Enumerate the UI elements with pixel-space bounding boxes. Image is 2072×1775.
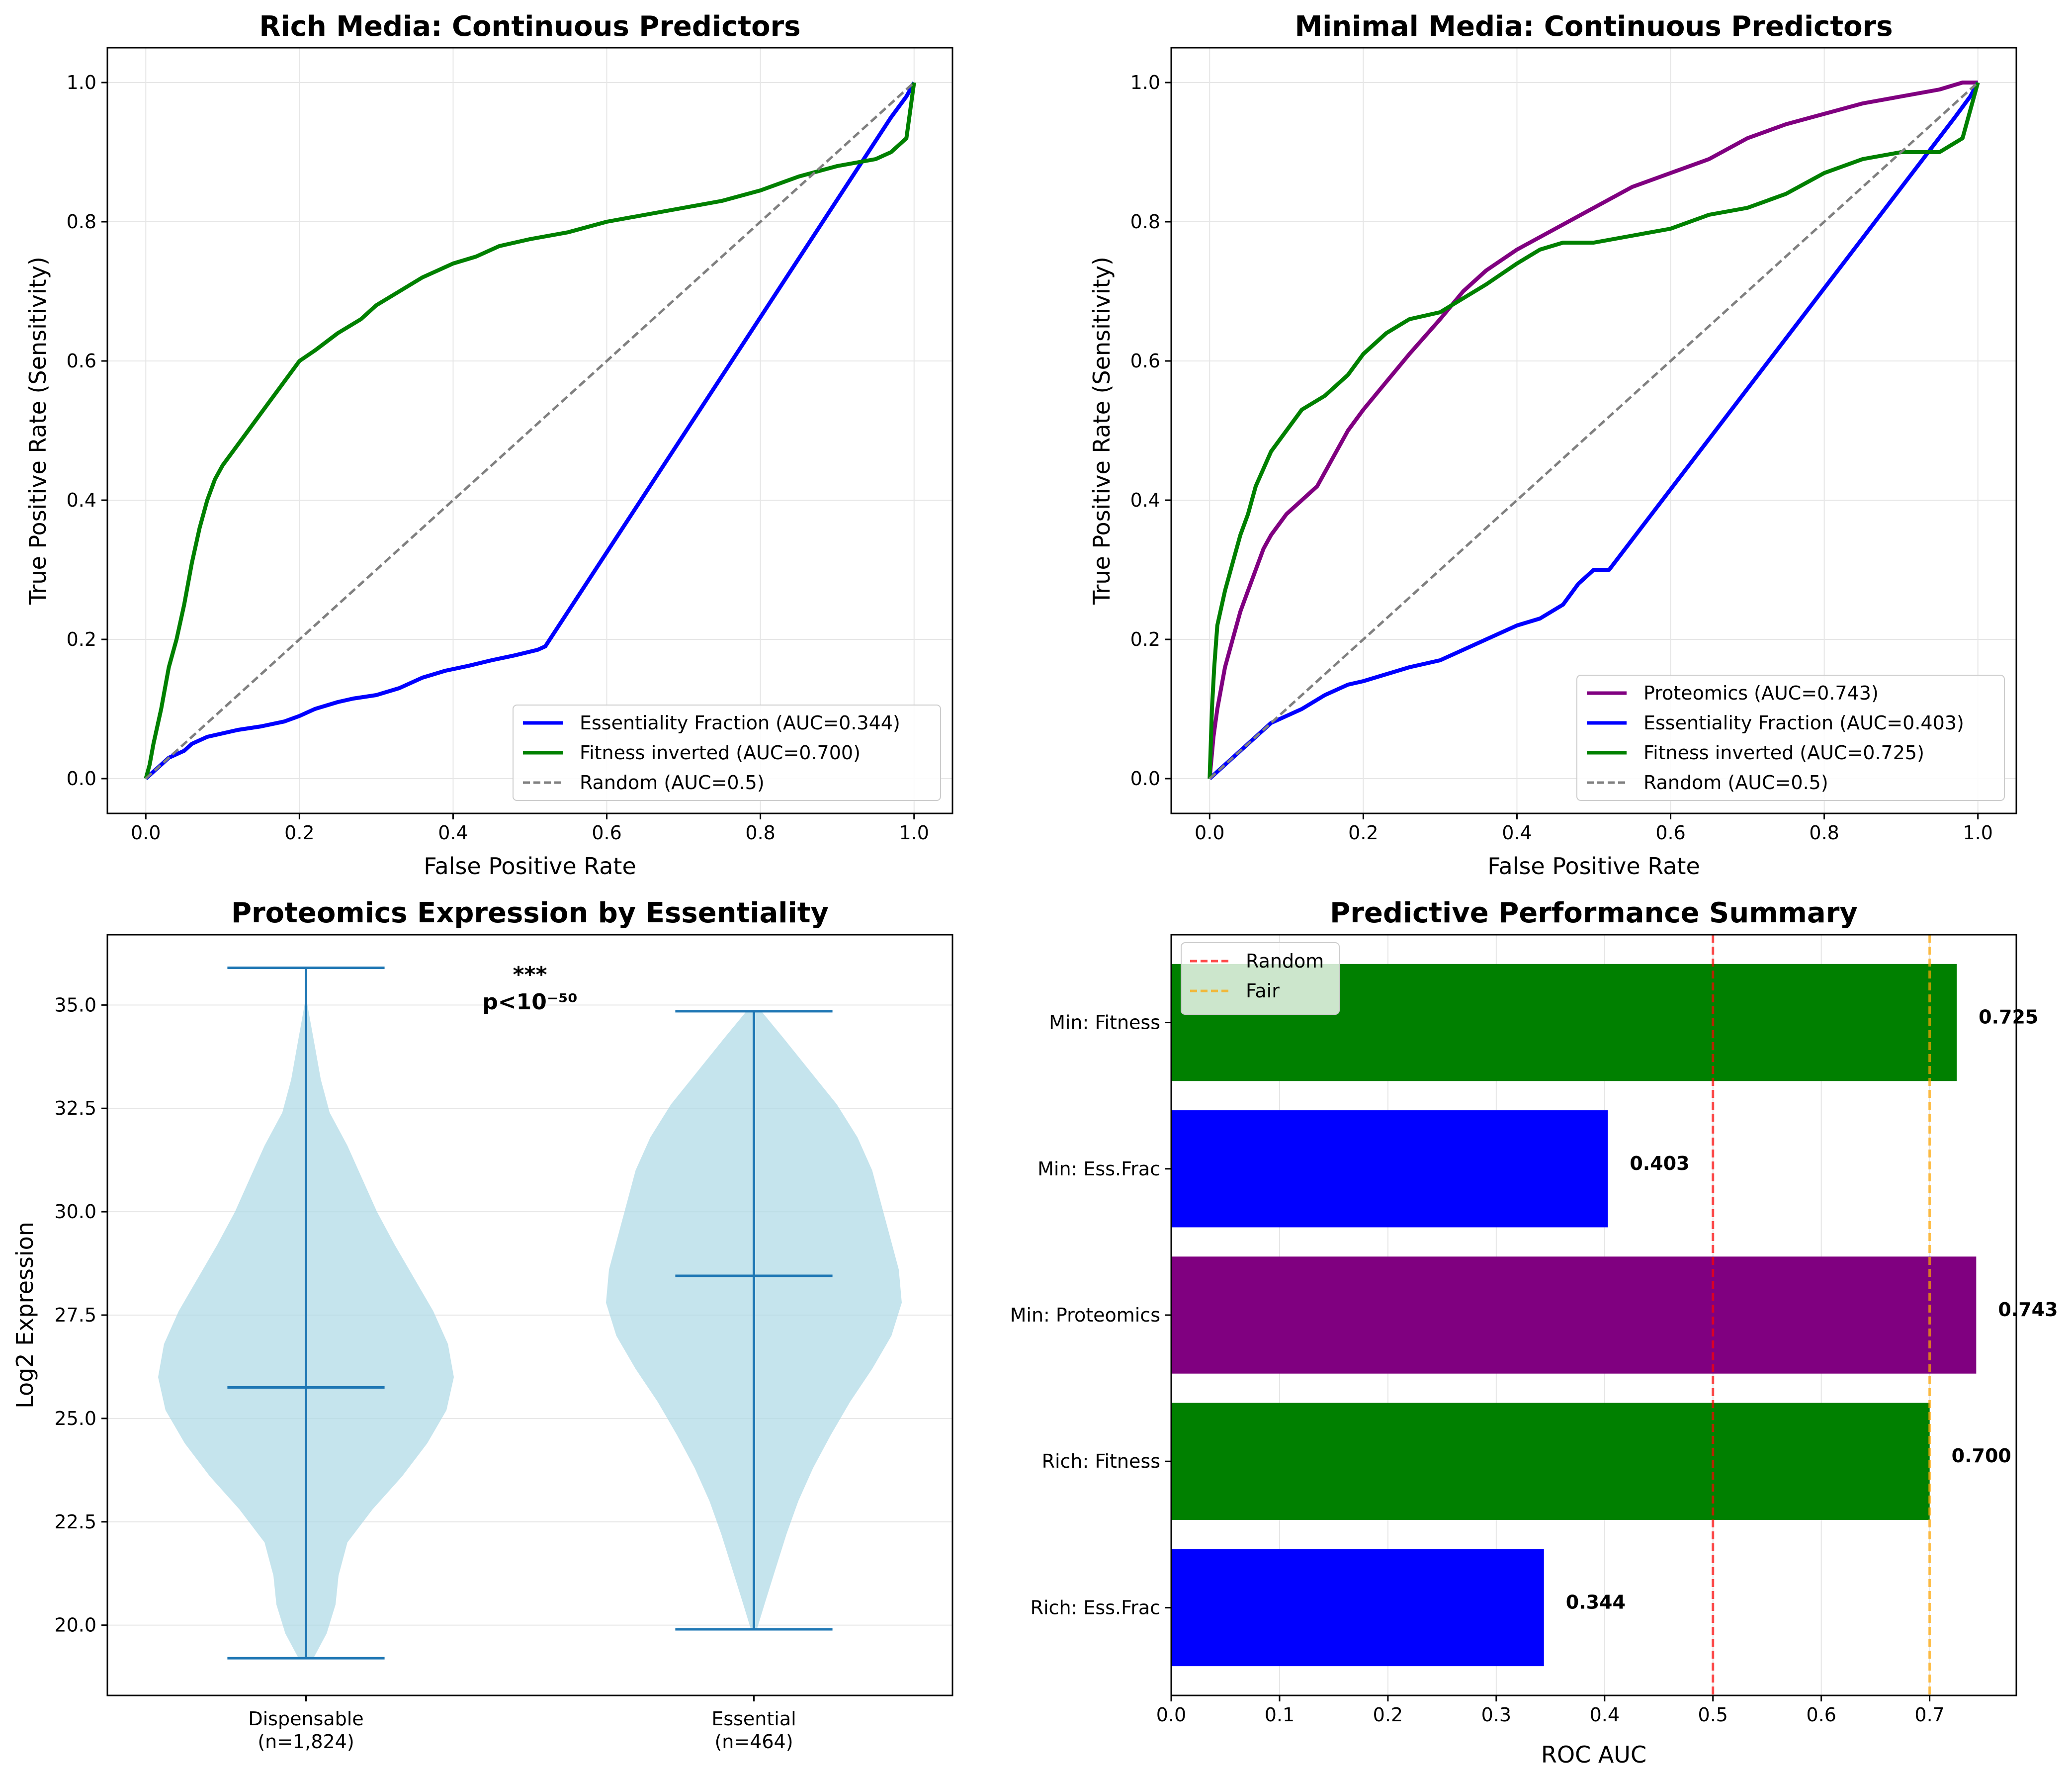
minimal-roc-panel: 0.0 0.2 0.4 0.6 0.8 1.0 0.0 0.2 0.4 0.6 0.8 1.0 Min… [1088, 10, 2017, 880]
x-tick-label: (n=1,824) [258, 1731, 354, 1753]
y-tick-label: Min: Proteomics [1010, 1304, 1160, 1326]
x-tick-label: 0.2 [1373, 1704, 1403, 1726]
minimal-roc-legend: Proteomics (AUC=0.743) Essentiality Frac… [1576, 675, 2005, 801]
y-tick-label: 0.8 [67, 211, 96, 233]
x-tick-label: 0.1 [1265, 1704, 1295, 1726]
minimal-legend-proteomics: Proteomics (AUC=0.743) [1643, 682, 1879, 704]
bar-value-label: 0.743 [1998, 1299, 2058, 1321]
y-tick-label: 30.0 [54, 1201, 96, 1223]
x-tick-label: 0.8 [745, 822, 775, 844]
bar-value-label: 0.725 [1979, 1006, 2038, 1028]
x-tick-label: 0.5 [1698, 1704, 1728, 1726]
x-tick-label: 0.8 [1809, 822, 1839, 844]
legend-fair-line: Fair [1246, 980, 1280, 1002]
y-tick-label: 0.6 [1130, 350, 1160, 372]
y-tick-label: 0.8 [1130, 211, 1160, 233]
y-tick-label: 0.2 [1130, 628, 1160, 650]
auc-summary-title: Predictive Performance Summary [1330, 897, 1858, 929]
x-tick-label: 0.6 [1806, 1704, 1836, 1726]
y-tick-label: 35.0 [54, 994, 96, 1016]
bar-rich-fitness [1171, 1403, 1930, 1520]
x-tick-label: 0.3 [1481, 1704, 1511, 1726]
minimal-legend-fitness: Fitness inverted (AUC=0.725) [1643, 742, 1924, 764]
x-tick-label: 1.0 [899, 822, 929, 844]
y-tick-label: 0.0 [1130, 768, 1160, 790]
y-tick-label: 20.0 [54, 1614, 96, 1636]
roc-curve-proteomics [1208, 81, 1978, 779]
x-tick-label: 0.0 [1195, 822, 1224, 844]
y-tick-label: 1.0 [67, 72, 96, 93]
roc-curve-essentiality-fraction [144, 82, 916, 780]
rich-roc-legend: Essentiality Fraction (AUC=0.344) Fitnes… [513, 705, 941, 801]
x-tick-label: 0.2 [284, 822, 314, 844]
x-tick-label: 0.4 [1590, 1704, 1620, 1726]
x-tick-label: (n=464) [714, 1731, 793, 1753]
minimal-legend-random: Random (AUC=0.5) [1643, 772, 1828, 794]
auc-summary-legend: Random Fair [1181, 942, 1340, 1015]
minimal-roc-title: Minimal Media: Continuous Predictors [1295, 10, 1893, 43]
roc-curve-random [145, 82, 915, 780]
rich-roc-panel: 0.0 0.2 0.4 0.6 0.8 1.0 0.0 0.2 0.4 0.6 0.8 1.0 Ric… [24, 10, 953, 880]
bar-value-label: 0.403 [1630, 1153, 1689, 1174]
x-tick-label: 0.4 [438, 822, 468, 844]
y-tick-label: Rich: Ess.Frac [1031, 1597, 1160, 1618]
roc-curve-random [1209, 82, 1979, 780]
rich-roc-xlabel: False Positive Rate [424, 853, 636, 880]
bar-min-proteomics [1171, 1256, 1977, 1374]
x-tick-label: 1.0 [1963, 822, 1993, 844]
violin-ylabel: Log2 Expression [11, 1222, 38, 1409]
rich-legend-essentiality: Essentiality Fraction (AUC=0.344) [580, 712, 900, 734]
y-tick-label: 22.5 [54, 1511, 96, 1533]
y-tick-label: 27.5 [54, 1304, 96, 1326]
auc-summary-panel: 0.344 0.700 0.743 0.403 0.725 0.0 0.1 0.2 0.3 0.… [1010, 897, 2058, 1768]
roc-curve-fitness-inverted [144, 82, 916, 780]
x-tick-label: 0.6 [592, 822, 621, 844]
bar-min-ess-frac [1171, 1110, 1608, 1228]
y-tick-label: 25.0 [54, 1408, 96, 1429]
y-tick-label: 0.4 [1130, 489, 1160, 511]
rich-legend-random: Random (AUC=0.5) [580, 772, 765, 794]
violin-panel: Dispensable(n=1,824) Essential(n=464) 20.0… [11, 897, 953, 1753]
y-tick-label: Rich: Fitness [1042, 1450, 1160, 1472]
significance-stars: *** [513, 962, 547, 987]
y-tick-label: 0.2 [67, 628, 96, 650]
bar-value-label: 0.700 [1952, 1445, 2011, 1467]
minimal-roc-xlabel: False Positive Rate [1487, 853, 1700, 880]
x-tick-label: 0.2 [1348, 822, 1378, 844]
minimal-legend-essentiality: Essentiality Fraction (AUC=0.403) [1643, 712, 1964, 734]
bar-rich-ess-frac [1171, 1549, 1544, 1667]
y-tick-label: 32.5 [54, 1097, 96, 1119]
auc-summary-xlabel: ROC AUC [1541, 1741, 1646, 1768]
y-tick-label: Min: Ess.Frac [1037, 1158, 1160, 1180]
legend-random-line: Random [1246, 950, 1324, 972]
significance-pvalue: p<10⁻⁵⁰ [482, 989, 577, 1015]
y-tick-label: Min: Fitness [1049, 1012, 1160, 1034]
x-tick-label: 0.0 [131, 822, 161, 844]
rich-roc-title: Rich Media: Continuous Predictors [259, 10, 800, 43]
bar-value-label: 0.344 [1566, 1591, 1626, 1613]
y-tick-label: 0.0 [67, 768, 96, 790]
roc-curve-fitness-inverted [1208, 82, 1980, 779]
y-tick-label: 0.6 [67, 350, 96, 372]
x-tick-label: 0.4 [1502, 822, 1532, 844]
x-tick-label: 0.6 [1655, 822, 1685, 844]
rich-roc-ylabel: True Positive Rate (Sensitivity) [24, 257, 51, 605]
rich-legend-fitness: Fitness inverted (AUC=0.700) [580, 742, 861, 764]
x-tick-label: Dispensable [248, 1708, 363, 1730]
x-tick-label: Essential [711, 1708, 796, 1730]
x-tick-label: 0.0 [1156, 1704, 1186, 1726]
y-tick-label: 0.4 [67, 489, 96, 511]
violin-title: Proteomics Expression by Essentiality [231, 897, 829, 929]
minimal-roc-ylabel: True Positive Rate (Sensitivity) [1088, 257, 1115, 605]
x-tick-label: 0.7 [1914, 1704, 1944, 1726]
y-tick-label: 1.0 [1130, 72, 1160, 93]
